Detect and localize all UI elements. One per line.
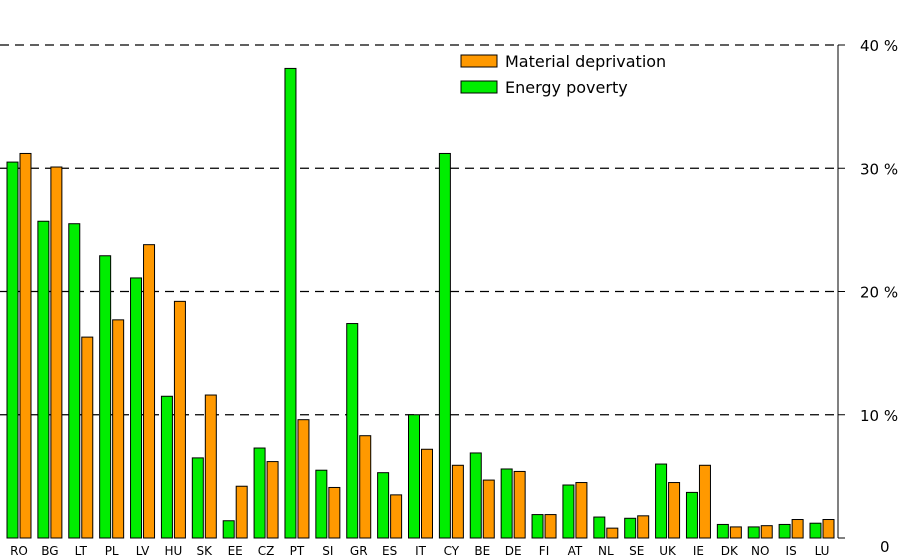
legend: Material deprivation Energy poverty — [460, 52, 666, 97]
material-deprivation-bar-hu — [173, 300, 186, 539]
energy-poverty-bar-bg — [37, 220, 50, 539]
energy-poverty-bar-be — [469, 452, 482, 539]
material-deprivation-bar-dk — [729, 526, 742, 539]
energy-poverty-bar-pl — [99, 255, 112, 539]
energy-poverty-bar-it — [408, 414, 420, 539]
energy-poverty-bar-gr — [346, 323, 359, 539]
category-label-ro: RO — [10, 544, 28, 556]
material-deprivation-bar-ro — [19, 152, 32, 539]
material-deprivation-bar-it — [421, 448, 433, 539]
category-label-pt: PT — [290, 544, 305, 556]
y-tick-label: 30 % — [860, 160, 898, 178]
gridlines — [0, 44, 838, 416]
category-label-is: IS — [786, 544, 797, 556]
category-label-se: SE — [629, 544, 644, 556]
energy-poverty-bar-at — [562, 484, 575, 539]
material-deprivation-bar-sk — [204, 394, 217, 539]
y-tick-label: 20 % — [860, 284, 898, 302]
material-deprivation-bar-lt — [81, 336, 94, 539]
category-label-es: ES — [382, 544, 397, 556]
energy-poverty-bar-nl — [593, 516, 606, 539]
material-deprivation-bar-lu — [822, 519, 835, 539]
energy-poverty-bar-se — [624, 517, 637, 539]
material-deprivation-bar-ee — [235, 485, 248, 539]
energy-poverty-bar-hu — [160, 395, 173, 539]
material-deprivation-bar-is — [791, 519, 804, 539]
category-label-no: NO — [751, 544, 769, 556]
energy-poverty-bar-lv — [130, 277, 143, 539]
category-label-bg: BG — [41, 544, 58, 556]
energy-poverty-bar-uk — [655, 463, 668, 539]
material-deprivation-bar-de — [513, 470, 526, 539]
energy-poverty-bar-dk — [716, 523, 729, 539]
legend-swatch — [460, 54, 498, 68]
category-label-nl: NL — [598, 544, 614, 556]
energy-poverty-bar-lt — [68, 223, 81, 539]
material-deprivation-bar-bg — [50, 166, 63, 539]
material-deprivation-bar-be — [482, 479, 495, 539]
energy-poverty-bar-ee — [222, 520, 235, 539]
material-deprivation-bar-at — [575, 482, 588, 539]
material-deprivation-bar-fi — [544, 514, 557, 539]
energy-poverty-bar-de — [500, 468, 513, 539]
energy-poverty-bar-si — [315, 469, 328, 539]
energy-poverty-bar-sk — [191, 457, 204, 539]
material-deprivation-bar-si — [328, 486, 341, 539]
category-label-sk: SK — [197, 544, 214, 556]
y-tick-label: 10 % — [860, 407, 898, 425]
category-label-lt: LT — [75, 544, 88, 556]
category-label-ie: IE — [693, 544, 704, 556]
energy-poverty-bar-pt — [284, 67, 297, 539]
legend-label: Energy poverty — [505, 78, 628, 97]
energy-poverty-bar-lu — [809, 522, 822, 539]
y-tick-label: 40 % — [860, 37, 898, 55]
category-label-si: SI — [322, 544, 333, 556]
material-deprivation-bar-cy — [451, 464, 464, 539]
category-label-be: BE — [474, 544, 490, 556]
material-deprivation-bar-ie — [698, 464, 711, 539]
material-deprivation-bar-no — [760, 525, 773, 539]
energy-poverty-bar-ro — [6, 161, 19, 539]
category-label-gr: GR — [350, 544, 368, 556]
category-label-pl: PL — [105, 544, 119, 556]
energy-poverty-bar-cy — [438, 152, 451, 539]
category-label-cy: CY — [444, 544, 460, 556]
category-label-hu: HU — [165, 544, 183, 556]
category-label-ee: EE — [228, 544, 243, 556]
category-label-fi: FI — [539, 544, 549, 556]
material-deprivation-bar-pl — [112, 319, 125, 539]
category-label-cz: CZ — [258, 544, 275, 556]
category-label-at: AT — [568, 544, 583, 556]
energy-poverty-bar-es — [377, 472, 390, 539]
category-label-lu: LU — [815, 544, 830, 556]
category-label-de: DE — [505, 544, 522, 556]
category-labels: RO BG LT PL LV HU SK EE CZ PT SI GR ES IT CY BE DE FI AT NL… — [10, 544, 829, 556]
material-deprivation-bar-es — [390, 494, 403, 539]
energy-poverty-bar-ie — [685, 491, 698, 539]
category-label-lv: LV — [136, 544, 150, 556]
material-deprivation-bar-se — [637, 515, 650, 539]
material-deprivation-bar-pt — [297, 419, 310, 539]
y-tick-label: 0 — [880, 538, 890, 556]
energy-poverty-bar-fi — [531, 514, 544, 539]
y-axis: 0 10 % 20 % 30 % 40 % — [837, 37, 898, 556]
category-label-it: IT — [415, 544, 427, 556]
legend-label: Material deprivation — [505, 52, 666, 71]
energy-poverty-bar-is — [778, 523, 791, 539]
material-deprivation-bar-uk — [668, 482, 681, 539]
bars — [6, 67, 835, 539]
category-label-uk: UK — [659, 544, 677, 556]
category-label-dk: DK — [721, 544, 739, 556]
legend-swatch — [460, 80, 498, 94]
material-deprivation-bar-lv — [143, 244, 156, 539]
material-deprivation-bar-cz — [266, 461, 279, 539]
material-deprivation-bar-nl — [606, 527, 619, 539]
material-deprivation-bar-gr — [359, 435, 372, 539]
energy-poverty-bar-no — [747, 526, 760, 539]
energy-poverty-bar-cz — [253, 447, 266, 539]
